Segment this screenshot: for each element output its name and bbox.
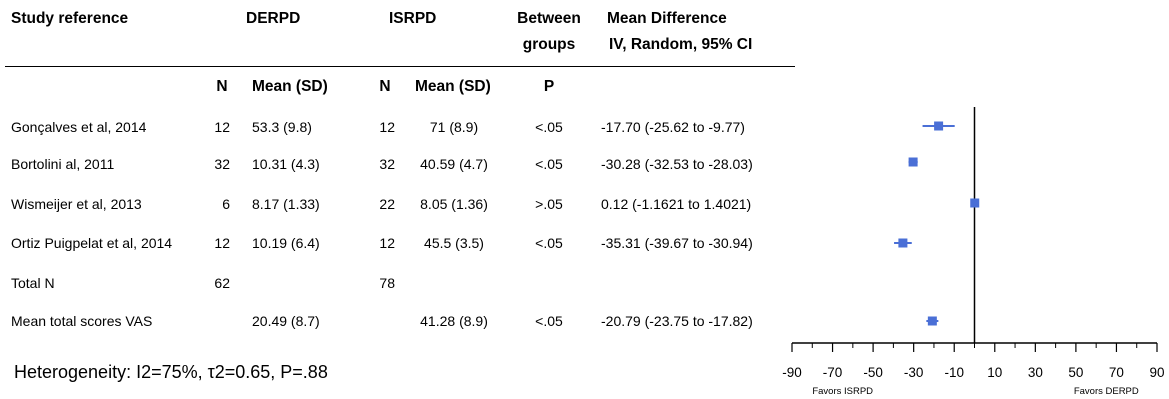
x-tick-label: -90 — [782, 365, 802, 380]
row-study: Mean total scores VAS — [11, 313, 153, 329]
row-mean2: 41.28 (8.9) — [420, 313, 488, 329]
header-divider — [5, 66, 795, 67]
row-n1: 62 — [214, 275, 230, 291]
header-between: Between — [517, 10, 581, 27]
row-study: Total N — [11, 275, 55, 291]
subheader-mean-derpd: Mean (SD) — [252, 78, 328, 95]
header-isrpd: ISRPD — [389, 10, 437, 27]
header-mean-difference: Mean Difference — [607, 10, 727, 27]
row-study: Bortolini al, 2011 — [11, 156, 115, 172]
heterogeneity-text: Heterogeneity: I2=75%, τ2=0.65, P=.88 — [14, 362, 328, 382]
subheader-n-derpd: N — [216, 78, 228, 95]
row-n1: 12 — [214, 119, 230, 135]
row-n1: 6 — [222, 196, 230, 212]
subheader-p: P — [543, 78, 555, 95]
row-n2: 78 — [379, 275, 395, 291]
row-mean1: 20.49 (8.7) — [252, 313, 320, 329]
row-ci: -30.28 (-32.53 to -28.03) — [601, 156, 753, 172]
row-mean2: 71 (8.9) — [429, 119, 479, 135]
point-estimate-marker — [934, 121, 944, 131]
row-n1: 32 — [214, 156, 230, 172]
row-mean1: 10.19 (6.4) — [252, 235, 320, 251]
row-p: <.05 — [535, 156, 563, 172]
row-n2: 12 — [379, 235, 395, 251]
row-ci: -17.70 (-25.62 to -9.77) — [601, 119, 745, 135]
x-tick-label: 10 — [987, 365, 1002, 380]
row-n1: 12 — [214, 235, 230, 251]
row-p: <.05 — [535, 313, 563, 329]
row-study: Wismeijer et al, 2013 — [11, 196, 142, 212]
point-estimate-marker — [970, 198, 980, 208]
row-p: <.05 — [535, 119, 563, 135]
row-p: >.05 — [535, 196, 563, 212]
x-tick-label: -30 — [904, 365, 924, 380]
x-tick-label: 50 — [1068, 365, 1083, 380]
row-mean2: 8.05 (1.36) — [420, 196, 488, 212]
row-n2: 32 — [379, 156, 395, 172]
header-groups: groups — [522, 36, 576, 53]
subheader-mean-isrpd: Mean (SD) — [415, 78, 491, 95]
row-n2: 12 — [379, 119, 395, 135]
row-mean1: 53.3 (9.8) — [252, 119, 312, 135]
row-ci: -35.31 (-39.67 to -30.94) — [601, 235, 753, 251]
point-estimate-marker — [908, 157, 918, 167]
point-estimate-marker — [898, 238, 908, 248]
x-tick-label: 30 — [1028, 365, 1043, 380]
x-tick-label: -50 — [863, 365, 883, 380]
row-mean1: 10.31 (4.3) — [252, 156, 320, 172]
x-tick-label: 70 — [1109, 365, 1124, 380]
x-tick-label: 90 — [1149, 365, 1164, 380]
row-mean1: 8.17 (1.33) — [252, 196, 320, 212]
x-tick-label: -10 — [944, 365, 964, 380]
x-tick-label: -70 — [823, 365, 843, 380]
header-study-reference: Study reference — [11, 10, 129, 27]
row-ci: -20.79 (-23.75 to -17.82) — [601, 313, 753, 329]
row-mean2: 45.5 (3.5) — [424, 235, 484, 251]
row-p: <.05 — [535, 235, 563, 251]
favors-right-label: Favors DERPD — [1074, 386, 1139, 397]
row-ci: 0.12 (-1.1621 to 1.4021) — [601, 196, 752, 212]
header-ci-method: IV, Random, 95% CI — [609, 36, 753, 53]
favors-left-label: Favors ISRPD — [812, 386, 873, 397]
row-study: Ortiz Puigpelat et al, 2014 — [11, 235, 173, 251]
point-estimate-marker — [927, 316, 937, 326]
row-mean2: 40.59 (4.7) — [420, 156, 488, 172]
row-study: Gonçalves et al, 2014 — [11, 119, 147, 135]
header-derpd: DERPD — [246, 10, 301, 27]
row-n2: 22 — [379, 196, 395, 212]
subheader-n-isrpd: N — [379, 78, 391, 95]
